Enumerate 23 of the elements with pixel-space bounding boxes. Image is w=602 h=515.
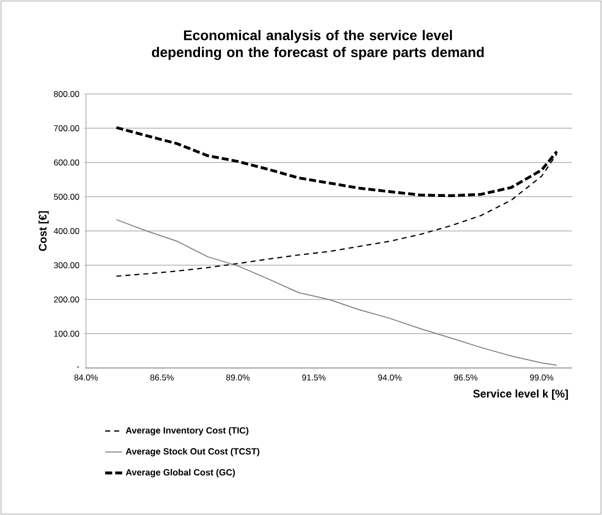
y-tick-label: 300.00 [54,262,80,268]
line-series [116,219,558,366]
y-tick-label: 700.00 [54,125,80,132]
x-tick-label: 86.5% [150,374,174,380]
x-tick-label: 99.0% [530,374,554,380]
x-tick-label: 89.0% [226,374,250,380]
y-tick-label: - [77,366,80,368]
y-tick-label: 400.00 [54,228,80,234]
y-tick-label: 500.00 [54,194,80,200]
x-axis-title: Service level k [%] [473,390,568,400]
x-tick-label: 94.0% [378,374,402,380]
y-tick-label: 100.00 [54,330,80,337]
y-axis-title: Cost [€] [38,211,49,251]
y-tick-label: 600.00 [54,159,80,166]
x-tick-label: 96.5% [454,374,478,380]
legend-label: Average Global Cost (GC) [126,468,235,478]
x-tick-label: 84.0% [74,374,98,380]
y-tick-label: 800.00 [54,91,80,97]
legend-label: Average Inventory Cost (TIC) [126,426,248,436]
x-tick-label: 91.5% [302,374,326,380]
chart-title: Economical analysis of the service level depending on the forecast of spare parts demand [152,30,484,60]
legend-label: Average Stock Out Cost (TCST) [126,448,260,456]
y-tick-label: 200.00 [54,296,80,302]
